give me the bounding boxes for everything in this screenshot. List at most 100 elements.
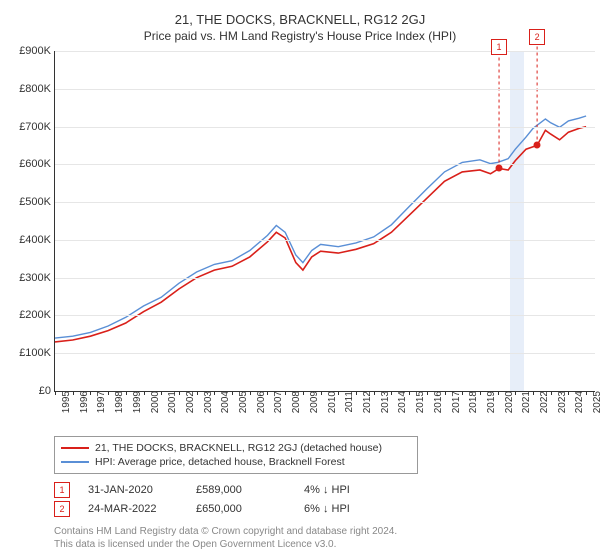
x-axis-label: 2002 <box>183 391 196 413</box>
x-axis-label: 2013 <box>378 391 391 413</box>
y-axis-label: £200K <box>19 309 55 321</box>
footnote-line: Contains HM Land Registry data © Crown c… <box>54 525 590 538</box>
x-axis-label: 2015 <box>413 391 426 413</box>
y-axis-label: £100K <box>19 347 55 359</box>
x-axis-label: 2007 <box>271 391 284 413</box>
sale-marker-inline: 1 <box>54 482 70 498</box>
y-axis-label: £600K <box>19 158 55 170</box>
legend-label: 21, THE DOCKS, BRACKNELL, RG12 2GJ (deta… <box>95 442 382 454</box>
sale-price: £589,000 <box>196 484 286 496</box>
x-tick <box>586 391 587 395</box>
x-tick <box>338 391 339 395</box>
gridline <box>55 240 595 241</box>
x-tick <box>391 391 392 395</box>
x-tick <box>427 391 428 395</box>
legend-swatch <box>61 461 89 463</box>
sale-delta: 4% ↓ HPI <box>304 484 394 496</box>
x-axis-label: 2025 <box>590 391 600 413</box>
gridline <box>55 278 595 279</box>
gridline <box>55 51 595 52</box>
x-tick <box>232 391 233 395</box>
gridline <box>55 89 595 90</box>
legend-row: HPI: Average price, detached house, Brac… <box>61 455 411 469</box>
x-axis-label: 2016 <box>431 391 444 413</box>
x-axis-label: 2009 <box>307 391 320 413</box>
x-tick <box>551 391 552 395</box>
x-axis-label: 2014 <box>395 391 408 413</box>
x-axis-label: 2003 <box>201 391 214 413</box>
x-axis-label: 2008 <box>289 391 302 413</box>
series-hpi <box>55 116 586 338</box>
sale-marker-inline: 2 <box>54 501 70 517</box>
chart-lines <box>55 51 595 391</box>
x-tick <box>73 391 74 395</box>
x-tick <box>285 391 286 395</box>
y-axis-label: £0 <box>39 385 55 397</box>
sale-date: 31-JAN-2020 <box>88 484 178 496</box>
x-axis-label: 1997 <box>94 391 107 413</box>
sale-dot <box>496 165 503 172</box>
sale-marker: 1 <box>491 39 507 55</box>
x-axis-label: 2004 <box>218 391 231 413</box>
x-axis-label: 2011 <box>342 391 355 413</box>
x-axis-label: 2017 <box>449 391 462 413</box>
x-tick <box>480 391 481 395</box>
y-axis-label: £900K <box>19 45 55 57</box>
x-axis-label: 2012 <box>360 391 373 413</box>
y-axis-label: £300K <box>19 272 55 284</box>
x-axis-label: 2023 <box>555 391 568 413</box>
legend-label: HPI: Average price, detached house, Brac… <box>95 456 345 468</box>
x-tick <box>144 391 145 395</box>
x-tick <box>568 391 569 395</box>
x-tick <box>374 391 375 395</box>
sale-row: 1 31-JAN-2020 £589,000 4% ↓ HPI <box>54 482 590 498</box>
x-tick <box>321 391 322 395</box>
chart-legend: 21, THE DOCKS, BRACKNELL, RG12 2GJ (deta… <box>54 436 418 474</box>
x-axis-label: 1998 <box>112 391 125 413</box>
x-axis-label: 2024 <box>572 391 585 413</box>
sales-table: 1 31-JAN-2020 £589,000 4% ↓ HPI 2 24-MAR-2022… <box>54 482 590 517</box>
x-axis-label: 2019 <box>484 391 497 413</box>
x-axis-label: 2022 <box>537 391 550 413</box>
x-tick <box>108 391 109 395</box>
x-tick <box>533 391 534 395</box>
x-axis-label: 2001 <box>165 391 178 413</box>
legend-swatch <box>61 447 89 449</box>
x-axis-label: 2021 <box>519 391 532 413</box>
x-tick <box>250 391 251 395</box>
x-tick <box>515 391 516 395</box>
x-axis-label: 2006 <box>254 391 267 413</box>
footnote-line: This data is licensed under the Open Gov… <box>54 538 590 551</box>
x-tick <box>462 391 463 395</box>
x-tick <box>197 391 198 395</box>
sale-delta: 6% ↓ HPI <box>304 503 394 515</box>
sale-date: 24-MAR-2022 <box>88 503 178 515</box>
x-tick <box>90 391 91 395</box>
x-tick <box>498 391 499 395</box>
footnote: Contains HM Land Registry data © Crown c… <box>54 525 590 551</box>
x-axis-label: 1995 <box>59 391 72 413</box>
gridline <box>55 315 595 316</box>
x-tick <box>303 391 304 395</box>
sale-row: 2 24-MAR-2022 £650,000 6% ↓ HPI <box>54 501 590 517</box>
sale-marker: 2 <box>529 29 545 45</box>
x-tick <box>356 391 357 395</box>
x-axis-label: 2000 <box>148 391 161 413</box>
y-axis-label: £500K <box>19 196 55 208</box>
x-axis-label: 2020 <box>502 391 515 413</box>
x-tick <box>214 391 215 395</box>
x-axis-label: 2018 <box>466 391 479 413</box>
y-axis-label: £800K <box>19 83 55 95</box>
gridline <box>55 164 595 165</box>
x-axis-label: 2010 <box>325 391 338 413</box>
x-tick <box>126 391 127 395</box>
x-tick <box>267 391 268 395</box>
x-axis-label: 1996 <box>77 391 90 413</box>
price-chart: £0£100K£200K£300K£400K£500K£600K£700K£80… <box>54 51 595 392</box>
gridline <box>55 353 595 354</box>
x-axis-label: 2005 <box>236 391 249 413</box>
x-tick <box>445 391 446 395</box>
page-title: 21, THE DOCKS, BRACKNELL, RG12 2GJ <box>10 12 590 27</box>
sale-price: £650,000 <box>196 503 286 515</box>
legend-row: 21, THE DOCKS, BRACKNELL, RG12 2GJ (deta… <box>61 441 411 455</box>
